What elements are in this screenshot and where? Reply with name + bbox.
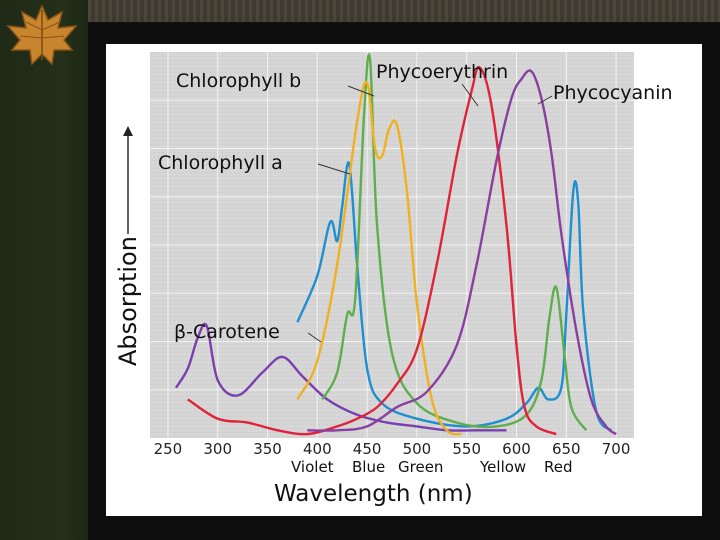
label-phycoerythrin: Phycoerythrin — [376, 61, 508, 83]
label-chlorophyll-a: Chlorophyll a — [158, 152, 283, 174]
x-tick-label: 550 — [452, 440, 481, 458]
y-axis-title: Absorption — [114, 236, 142, 366]
series-line-phycoerythrin — [187, 65, 557, 436]
label-beta-carotene: β-Carotene — [174, 321, 280, 343]
x-axis-title: Wavelength (nm) — [274, 481, 473, 507]
pointer-phycocyanin — [537, 95, 553, 105]
series-line-phycocyanin — [307, 69, 617, 436]
series-line-chlorophyll-a — [296, 161, 613, 432]
x-tick-label: 700 — [602, 440, 631, 458]
label-chlorophyll-a-text: Chlorophyll a — [158, 152, 283, 174]
band-label-green: Green — [398, 458, 443, 476]
series-line-carotenoid — [296, 80, 462, 436]
series-layer — [174, 53, 617, 436]
absorption-chart: 250 300 350 400 450 500 550 600 650 700 Chlorophy… — [114, 52, 673, 507]
x-tick-label: 300 — [203, 440, 232, 458]
x-tick-label: 600 — [502, 440, 531, 458]
x-tick-label: 500 — [403, 440, 432, 458]
x-tick-labels: 250 300 350 400 450 500 550 600 650 700 — [154, 440, 631, 458]
slide-left-strip — [0, 0, 88, 540]
x-tick-label: 250 — [154, 440, 183, 458]
label-phycocyanin: Phycocyanin — [553, 82, 673, 104]
series-line--carotene — [174, 322, 507, 432]
y-axis-arrow-head — [123, 126, 133, 136]
pointer-phycoerythrin — [461, 83, 479, 107]
x-tick-label: 350 — [253, 440, 282, 458]
label-chlorophyll-b: Chlorophyll b — [176, 70, 301, 92]
pointer-chlorophyll-b — [347, 85, 375, 97]
pointer-beta-carotene — [307, 332, 322, 343]
label-chlorophyll-b-text: Chlorophyll b — [176, 70, 301, 92]
x-tick-label: 450 — [353, 440, 382, 458]
band-label-yellow: Yellow — [479, 458, 526, 476]
x-tick-label: 650 — [552, 440, 581, 458]
y-axis-title-group: Absorption — [114, 126, 142, 366]
slide-top-band — [88, 0, 720, 22]
band-label-violet: Violet — [291, 458, 334, 476]
x-tick-label: 400 — [303, 440, 332, 458]
pointer-chlorophyll-a — [317, 163, 351, 175]
series-line-chlorophyll-b — [321, 53, 588, 432]
autumn-leaf-icon — [6, 4, 78, 66]
band-label-red: Red — [544, 458, 573, 476]
absorption-spectrum-figure: 250 300 350 400 450 500 550 600 650 700 Chlorophy… — [106, 44, 702, 516]
band-label-blue: Blue — [352, 458, 385, 476]
